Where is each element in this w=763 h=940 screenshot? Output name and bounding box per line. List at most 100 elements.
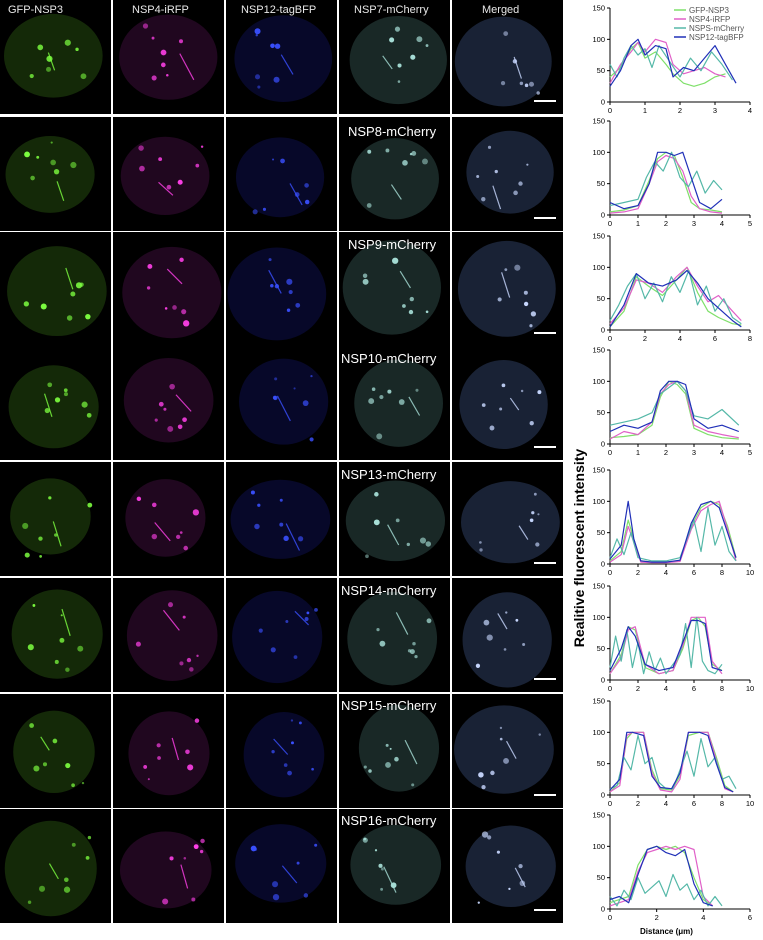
y-tick-label: 50: [597, 759, 605, 768]
series-line-gfp-nsp3: [609, 500, 737, 563]
x-tick-label: 5: [748, 219, 752, 228]
series-line-nsp12-tagbfp: [609, 151, 723, 210]
x-axis-label: Distance (μm): [640, 927, 693, 936]
series-line-nsp12-tagbfp: [609, 845, 713, 907]
y-tick-label: 0: [601, 98, 605, 107]
series-line-nsps-mcherry: [609, 44, 733, 81]
y-tick-label: 150: [592, 582, 605, 591]
x-tick-label: 4: [664, 568, 668, 577]
x-tick-label: 3: [692, 219, 696, 228]
micrograph-panel: [226, 462, 337, 576]
x-tick-label: 8: [720, 799, 724, 808]
x-tick-label: 2: [643, 334, 647, 343]
x-tick-label: 0: [608, 913, 612, 922]
x-tick-label: 0: [608, 448, 612, 457]
row-label-nsp16: NSP16-mCherry: [341, 813, 437, 828]
series-line-nsps-mcherry: [609, 151, 723, 207]
series-line-gfp-nsp3: [609, 845, 714, 907]
micrograph-panel: [226, 232, 337, 346]
line-profile-chart: 0 50 100 150 0 2 4 6 8: [582, 232, 757, 344]
y-tick-label: 50: [597, 179, 605, 188]
x-tick-label: 1: [636, 448, 640, 457]
micrograph-panel: [0, 809, 111, 923]
x-tick-label: 10: [746, 799, 754, 808]
x-tick-label: 1: [636, 219, 640, 228]
series-line-nsps-mcherry: [609, 873, 723, 907]
column-label-nsp12-tagbfp: NSP12-tagBFP: [241, 4, 317, 16]
x-tick-label: 10: [746, 684, 754, 693]
line-profile-chart: 0 50 100 150 0 1 2 3 4 GFP-NSP3 NSP4-iRFP NSPS-mChe…: [582, 4, 757, 116]
scale-bar: [534, 332, 556, 334]
y-tick-label: 150: [592, 4, 605, 13]
column-label-gfp-nsp3: GFP-NSP3: [8, 4, 64, 16]
x-tick-label: 3: [692, 448, 696, 457]
series-line-nsp4-irfp: [609, 154, 723, 214]
chart-axes: [609, 586, 750, 681]
y-tick-label: 0: [601, 440, 605, 449]
x-tick-label: 4: [678, 334, 682, 343]
x-tick-label: 4: [701, 913, 705, 922]
micrograph-panel: [226, 694, 337, 808]
micrograph-panel: [0, 346, 111, 460]
series-line-nsp4-irfp: [609, 266, 742, 325]
y-tick-label: 50: [597, 644, 605, 653]
x-tick-label: 8: [720, 568, 724, 577]
row-label-nsp15: NSP15-mCherry: [341, 698, 437, 713]
y-tick-label: 150: [592, 117, 605, 126]
y-tick-label: 150: [592, 232, 605, 241]
y-tick-label: 100: [592, 377, 605, 386]
series-line-nsp12-tagbfp: [609, 500, 737, 563]
x-tick-label: 4: [664, 684, 668, 693]
y-tick-label: 100: [592, 497, 605, 506]
x-tick-label: 6: [748, 913, 752, 922]
micrograph-panel: [452, 117, 563, 231]
legend-entry: NSP4-iRFP: [689, 15, 730, 24]
series-line-nsp12-tagbfp: [609, 619, 723, 672]
micrograph-panel: [452, 578, 563, 692]
y-tick-label: 150: [592, 346, 605, 355]
x-tick-label: 3: [713, 106, 717, 115]
scale-bar: [534, 678, 556, 680]
y-tick-label: 150: [592, 466, 605, 475]
chart-axes: [609, 236, 750, 331]
line-profile-chart: 0 50 100 150 0 2 4 6 8 10: [582, 582, 757, 694]
y-tick-label: 100: [592, 148, 605, 157]
series-line-nsps-mcherry: [609, 269, 742, 325]
series-line-nsps-mcherry: [609, 380, 740, 426]
micrograph-panel: [0, 578, 111, 692]
x-tick-label: 6: [692, 568, 696, 577]
series-line-gfp-nsp3: [609, 266, 742, 328]
y-tick-label: 0: [601, 211, 605, 220]
x-tick-label: 0: [608, 568, 612, 577]
y-tick-label: 0: [601, 905, 605, 914]
micrograph-panel: [113, 232, 224, 346]
x-tick-label: 6: [713, 334, 717, 343]
micrograph-panel: [113, 809, 224, 923]
series-line-nsp12-tagbfp: [609, 38, 737, 87]
x-tick-label: 6: [692, 684, 696, 693]
micrograph-panel: [452, 809, 563, 923]
row-label-nsp14: NSP14-mCherry: [341, 583, 437, 598]
y-tick-label: 100: [592, 728, 605, 737]
series-line-nsp4-irfp: [609, 500, 737, 564]
micrograph-panel: [339, 117, 450, 231]
row-label-nsp8: NSP8-mCherry: [348, 124, 437, 139]
micrograph-panel: [339, 462, 450, 576]
line-profile-chart: 0 50 100 150 0 2 4 6 8 10: [582, 466, 757, 578]
x-tick-label: 4: [664, 799, 668, 808]
x-tick-label: 2: [655, 913, 659, 922]
micrograph-panel: [226, 346, 337, 460]
x-tick-label: 2: [636, 799, 640, 808]
micrograph-panel: [452, 346, 563, 460]
y-tick-label: 50: [597, 66, 605, 75]
micrograph-panel: [339, 578, 450, 692]
micrograph-panel: [113, 462, 224, 576]
series-line-nsp4-irfp: [609, 731, 734, 793]
x-tick-label: 2: [664, 219, 668, 228]
micrograph-panel: [113, 346, 224, 460]
micrograph-panel: [0, 0, 111, 114]
micrograph-panel: [113, 694, 224, 808]
y-tick-label: 100: [592, 263, 605, 272]
micrograph-panel: [0, 117, 111, 231]
y-tick-label: 150: [592, 811, 605, 820]
